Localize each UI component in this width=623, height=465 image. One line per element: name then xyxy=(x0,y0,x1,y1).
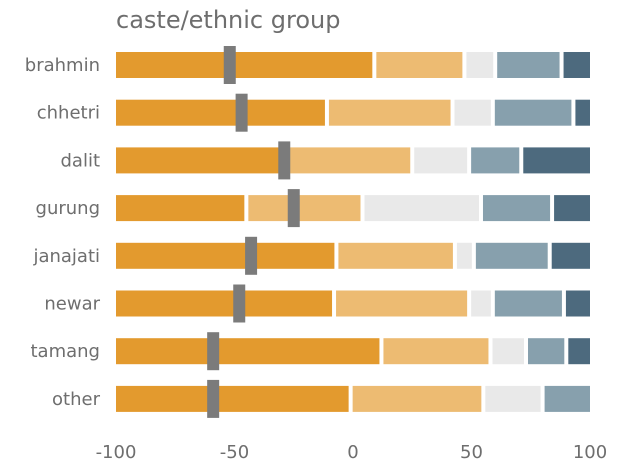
marker-janajati xyxy=(245,236,258,275)
x-tick-label: 0 xyxy=(347,442,358,463)
bar-other-segment-1 xyxy=(116,385,349,412)
category-label-gurung: gurung xyxy=(36,198,100,219)
bar-brahmin-segment-1 xyxy=(116,52,373,78)
marker-gurung xyxy=(287,189,300,228)
x-tick-label: -100 xyxy=(96,442,137,463)
category-label-brahmin: brahmin xyxy=(25,55,100,76)
bar-tamang-segment-3 xyxy=(492,338,525,365)
category-label-dalit: dalit xyxy=(60,150,100,171)
bar-chhetri-segment-2 xyxy=(328,99,451,126)
bar-janajati-segment-4 xyxy=(475,242,548,269)
bar-brahmin-segment-4 xyxy=(497,52,560,78)
marker-newar xyxy=(233,284,246,323)
bar-tamang-segment-2 xyxy=(383,338,489,365)
x-tick-label: 50 xyxy=(460,442,483,463)
marker-dalit xyxy=(278,141,291,180)
bar-newar-segment-1 xyxy=(116,290,333,317)
bar-janajati-segment-1 xyxy=(116,242,335,269)
marker-other xyxy=(207,379,220,418)
bar-brahmin-segment-2 xyxy=(376,52,463,78)
category-label-newar: newar xyxy=(44,294,100,315)
bar-chhetri-segment-4 xyxy=(494,99,572,126)
bar-gurung-segment-4 xyxy=(482,195,551,222)
category-label-chhetri: chhetri xyxy=(37,103,100,124)
bar-brahmin-segment-5 xyxy=(563,52,590,78)
bar-dalit-segment-2 xyxy=(283,147,411,174)
bar-brahmin-segment-3 xyxy=(466,52,494,78)
bar-gurung-segment-1 xyxy=(116,195,245,222)
marker-tamang xyxy=(207,332,220,371)
bar-newar-segment-4 xyxy=(494,290,562,317)
bar-newar-segment-3 xyxy=(471,290,491,317)
category-label-janajati: janajati xyxy=(32,246,100,267)
marker-brahmin xyxy=(223,46,236,84)
category-label-tamang: tamang xyxy=(31,341,101,362)
bar-chhetri-segment-3 xyxy=(454,99,491,126)
bar-other-segment-2 xyxy=(352,385,482,412)
x-tick-label: 100 xyxy=(573,442,607,463)
bar-gurung-segment-5 xyxy=(554,195,590,222)
bar-chhetri-segment-1 xyxy=(116,99,325,126)
bar-dalit-segment-1 xyxy=(116,147,280,174)
x-tick-label: -50 xyxy=(220,442,249,463)
bar-janajati-segment-3 xyxy=(456,242,472,269)
bar-newar-segment-2 xyxy=(336,290,468,317)
bar-newar-segment-5 xyxy=(565,290,590,317)
bar-gurung-segment-3 xyxy=(364,195,479,222)
bar-other-segment-4 xyxy=(544,385,590,412)
bar-chhetri-segment-5 xyxy=(575,99,590,126)
bar-tamang-segment-4 xyxy=(528,338,565,365)
bar-janajati-segment-2 xyxy=(338,242,453,269)
bar-dalit-segment-4 xyxy=(471,147,520,174)
bar-tamang-segment-5 xyxy=(568,338,590,365)
bar-dalit-segment-3 xyxy=(414,147,468,174)
chart-title: caste/ethnic group xyxy=(116,6,341,34)
bar-janajati-segment-5 xyxy=(551,242,590,269)
bar-dalit-segment-5 xyxy=(523,147,590,174)
bar-gurung-segment-2 xyxy=(248,195,361,222)
bar-tamang-segment-1 xyxy=(116,338,380,365)
marker-chhetri xyxy=(235,93,248,132)
category-label-other: other xyxy=(52,389,101,410)
bar-other-segment-3 xyxy=(485,385,541,412)
